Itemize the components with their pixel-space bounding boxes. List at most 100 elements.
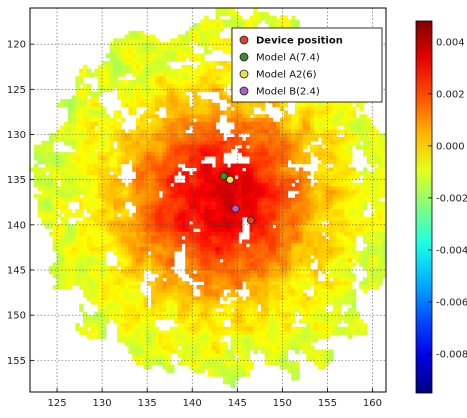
heat-cell: [45, 140, 50, 146]
heat-cell: [298, 193, 304, 199]
heat-cell: [211, 171, 217, 176]
heat-cell: [226, 45, 232, 51]
heat-cell: [242, 273, 247, 278]
heat-cell: [242, 364, 247, 370]
heat-cell: [189, 197, 194, 203]
heat-cell: [117, 133, 122, 138]
heat-cell: [200, 243, 205, 248]
heat-cell: [264, 167, 270, 172]
heat-cell: [260, 307, 266, 313]
heat-cell: [276, 133, 281, 138]
heat-cell: [56, 277, 61, 282]
heat-cell: [136, 182, 141, 187]
heat-cell: [60, 152, 65, 157]
heat-cell: [128, 341, 133, 347]
heat-cell: [94, 247, 99, 252]
heat-cell: [253, 133, 258, 138]
heat-cell: [136, 118, 141, 123]
heat-cell: [143, 53, 148, 58]
heat-cell: [234, 372, 239, 377]
heat-cell: [204, 34, 209, 39]
heat-cell: [101, 76, 107, 81]
heat-cell: [298, 220, 304, 225]
heat-cell: [162, 144, 167, 149]
heat-cell: [83, 163, 88, 168]
heat-cell: [253, 250, 258, 256]
heat-cell: [75, 121, 80, 127]
heat-cell: [181, 319, 186, 324]
heat-cell: [211, 323, 217, 328]
heat-cell: [276, 353, 281, 358]
heat-cell: [45, 224, 50, 229]
heat-cell: [204, 345, 209, 351]
heat-cell: [211, 182, 217, 187]
heat-cell: [185, 197, 190, 203]
heat-cell: [291, 152, 296, 157]
heat-cell: [105, 125, 111, 130]
heat-cell: [98, 281, 103, 286]
heat-cell: [113, 304, 118, 309]
heat-cell: [170, 148, 175, 153]
heat-cell: [136, 228, 141, 233]
heat-cell: [234, 239, 239, 244]
heat-cell: [75, 95, 80, 100]
heat-cell: [226, 11, 232, 17]
heat-cell: [215, 315, 220, 320]
heat-cell: [60, 220, 65, 225]
heat-cell: [238, 269, 243, 275]
heat-cell: [177, 326, 182, 332]
heat-cell: [185, 281, 190, 286]
heat-cell: [207, 235, 213, 241]
heat-cell: [211, 338, 217, 343]
heat-cell: [75, 110, 80, 115]
heat-cell: [86, 186, 92, 191]
heat-cell: [268, 137, 273, 142]
heat-cell: [185, 304, 190, 309]
heat-cell: [120, 315, 126, 320]
heat-cell: [234, 220, 239, 225]
heat-cell: [211, 360, 217, 366]
heat-cell: [166, 330, 171, 335]
heat-cell: [136, 72, 141, 77]
heat-cell: [173, 216, 179, 222]
heat-cell: [249, 288, 254, 294]
heat-cell: [64, 269, 69, 275]
heat-cell: [128, 182, 133, 187]
heat-cell: [215, 102, 220, 108]
heat-cell: [132, 239, 137, 244]
heat-cell: [143, 76, 148, 81]
heat-cell: [234, 262, 239, 267]
heat-cell: [60, 277, 65, 282]
heat-cell: [272, 266, 277, 271]
heat-cell: [253, 345, 258, 351]
heat-cell: [86, 99, 92, 104]
heat-cell: [215, 262, 220, 267]
heat-cell: [41, 212, 46, 218]
heat-cell: [113, 72, 118, 77]
heat-cell: [101, 277, 107, 282]
heat-cell: [177, 156, 182, 161]
heat-cell: [253, 300, 258, 305]
heat-cell: [109, 224, 114, 229]
heat-cell: [143, 57, 148, 62]
heat-cell: [64, 235, 69, 241]
heat-cell: [272, 254, 277, 260]
heat-cell: [196, 216, 201, 222]
heat-cell: [192, 163, 198, 168]
heat-cell: [162, 68, 167, 74]
heat-cell: [223, 64, 228, 70]
heat-cell: [71, 250, 76, 256]
heat-cell: [215, 42, 220, 47]
heat-cell: [204, 125, 209, 130]
heat-cell: [48, 140, 54, 146]
heat-cell: [268, 121, 273, 127]
heat-cell: [287, 19, 292, 24]
heat-cell: [52, 235, 58, 241]
heat-cell: [226, 239, 232, 244]
heat-cell: [139, 319, 145, 324]
heat-cell: [67, 152, 73, 157]
heat-cell: [185, 300, 190, 305]
heat-cell: [98, 156, 103, 161]
heat-cell: [268, 243, 273, 248]
heat-cell: [196, 254, 201, 260]
